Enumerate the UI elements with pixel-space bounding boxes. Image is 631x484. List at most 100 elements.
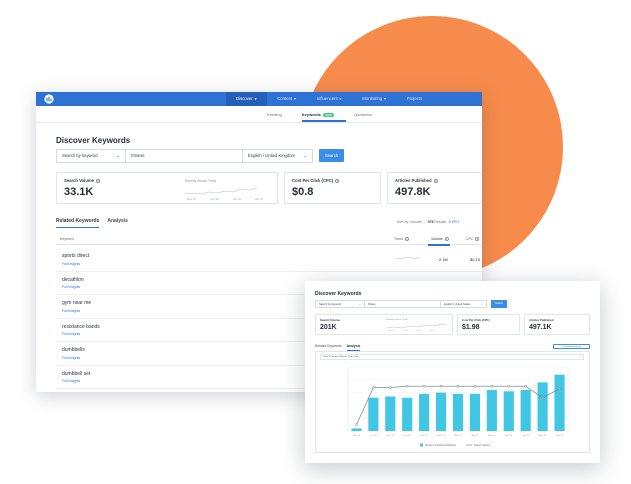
keyword-text[interactable]: resistance bands <box>62 323 100 330</box>
table-row[interactable]: gym near me Full Insights <box>56 295 482 319</box>
bar-articles <box>402 397 413 431</box>
x-tick-label: Sep '21 <box>556 435 564 437</box>
bar-articles <box>554 374 565 431</box>
trend-sparkline <box>396 256 420 260</box>
bar-articles <box>368 397 379 431</box>
tab-related-keywords[interactable]: Related Keywords <box>315 344 342 348</box>
bar-articles <box>351 428 362 431</box>
chevron-down-icon: ⌄ <box>480 303 483 306</box>
bar-articles <box>469 393 480 431</box>
column-trend[interactable]: Trend i <box>394 237 409 242</box>
tab-analysis[interactable]: Analysis <box>346 344 361 351</box>
search-button[interactable]: Search <box>491 300 507 308</box>
locale-select[interactable]: English / United States ⌄ <box>441 300 487 308</box>
full-insights-link[interactable]: Full Insights <box>62 261 81 266</box>
metric-select[interactable]: Search Volume & Articles Over Time ⌄ <box>320 354 584 360</box>
tab-trending[interactable]: Trending <box>266 111 282 117</box>
table-row[interactable]: decathlon Full Insights <box>56 272 482 295</box>
monthly-trend-sparkline <box>185 187 258 195</box>
keyword-text[interactable]: dumbbells <box>62 347 85 353</box>
nav-discover[interactable]: Discover▼ <box>226 92 268 106</box>
keyword-input[interactable]: Shoes <box>365 300 441 308</box>
column-cpc[interactable]: CPC i <box>466 237 480 242</box>
search-volume-label: Search Volume <box>64 178 94 183</box>
analysis-chart-panel: Search Volume & Articles Over Time ⌄ Sep … <box>315 351 590 453</box>
column-volume[interactable]: Volume i <box>431 237 449 242</box>
bar-articles <box>419 393 430 431</box>
tab-analysis[interactable]: Analysis <box>107 218 128 224</box>
info-icon: i <box>444 237 449 242</box>
point-search-volume <box>439 384 443 388</box>
table-row[interactable]: dumbbells Full Insights <box>56 342 482 366</box>
search-volume-value: 33.1K <box>64 186 94 198</box>
articles-value: 497.8K <box>395 186 431 198</box>
point-search-volume <box>422 384 426 388</box>
column-keyword[interactable]: Keyword <box>60 237 74 241</box>
page-title: Discover Keywords <box>315 291 362 297</box>
full-insights-link[interactable]: Full Insights <box>62 379 81 383</box>
locale-select[interactable]: English / United Kingdom ⌄ <box>243 149 313 163</box>
search-volume-value: 201K <box>320 324 337 331</box>
metric-cards: Search Volume i 33.1K Monthly Search Tre… <box>56 172 482 204</box>
page-title: Discover Keywords <box>56 136 131 145</box>
tab-questions[interactable]: Questions <box>353 111 372 117</box>
chevron-down-icon: ▼ <box>383 97 387 101</box>
info-icon: i <box>405 237 409 242</box>
chevron-down-icon: ▼ <box>293 97 297 101</box>
full-insights-link[interactable]: Full Insights <box>62 308 81 313</box>
nav-projects[interactable]: Projects <box>406 96 423 101</box>
trend-months: Apr '20 Jul '20 Oct '20 Jan '21 <box>389 330 436 332</box>
info-icon[interactable]: i <box>335 178 340 183</box>
keyword-text[interactable]: decathlon <box>62 276 84 283</box>
search-volume-card: Search Volume 201K Monthly Search Trend … <box>315 314 453 335</box>
search-mode-select[interactable]: Search by keyword ⌄ <box>315 300 365 308</box>
top-navigation-bar: Discover▼ Content▼ Influencers▼ Monitori… <box>36 92 482 106</box>
logo-icon[interactable] <box>44 94 54 104</box>
nav-influencers[interactable]: Influencers▼ <box>316 96 343 101</box>
monthly-trend-sparkline <box>386 323 446 329</box>
x-tick-label: Sep '20 <box>353 435 361 437</box>
chevron-down-icon: ⌄ <box>303 153 307 158</box>
full-insights-link[interactable]: Full Insights <box>62 355 81 360</box>
info-icon[interactable]: i <box>433 178 438 183</box>
full-insights-link[interactable]: Full Insights <box>62 285 81 289</box>
articles-value: 497.1K <box>529 324 552 331</box>
sort-and-results: Sort by: Volume ⌄ 978 Results EXPO <box>397 220 459 224</box>
export-button[interactable]: EXPO <box>449 220 459 224</box>
point-search-volume <box>524 384 527 388</box>
monthly-trend-label: Monthly Search Trend <box>185 179 217 183</box>
cpc-card: Cost Per Click (CPC) $1.98 <box>457 314 520 335</box>
bar-articles <box>385 396 396 431</box>
chevron-down-icon: ⌄ <box>579 356 581 358</box>
tab-related-keywords[interactable]: Related Keywords <box>56 218 100 228</box>
point-search-volume <box>507 384 511 388</box>
sort-select[interactable]: Sort by: Volume <box>397 220 422 224</box>
main-nav: Discover▼ Content▼ Influencers▼ Monitori… <box>226 92 432 106</box>
tab-keywords[interactable]: Keywords NEW <box>301 108 347 122</box>
keyword-input[interactable]: Fitness <box>126 149 243 163</box>
volume-articles-chart: Sep '20 Oct '20 Nov '20 Dec '20 Jan '21 Feb '… <box>347 366 569 447</box>
analysis-window: Discover Keywords Search by keyword ⌄ Sho… <box>305 281 600 463</box>
search-mode-select[interactable]: Search by keyword ⌄ <box>56 149 126 163</box>
keyword-text[interactable]: sports direct <box>62 253 90 259</box>
analysis-report-button[interactable]: Get the Analysis Report <box>553 344 590 349</box>
search-volume-card: Search Volume i 33.1K Monthly Search Tre… <box>56 172 278 204</box>
monthly-trend-label: Monthly Search Trend <box>386 319 408 321</box>
keyword-text[interactable]: gym near me <box>62 300 92 306</box>
nav-content[interactable]: Content▼ <box>277 96 297 101</box>
bar-articles <box>486 390 497 431</box>
table-row[interactable]: dumbbell set Full Insights <box>56 366 482 389</box>
chevron-down-icon: ⌄ <box>358 303 361 306</box>
point-search-volume <box>355 423 358 426</box>
x-tick-label: Oct '20 <box>370 434 378 437</box>
info-icon[interactable]: i <box>96 178 101 183</box>
keyword-text[interactable]: dumbbell set <box>62 370 91 377</box>
point-search-volume <box>405 384 409 388</box>
table-row[interactable]: sports direct Full Insights 2.4M $0.15 <box>56 248 482 272</box>
search-volume-label: Search Volume <box>320 318 340 322</box>
nav-monitoring[interactable]: Monitoring▼ <box>362 96 387 101</box>
full-insights-link[interactable]: Full Insights <box>62 332 81 336</box>
search-button[interactable]: Search <box>319 149 344 162</box>
x-tick-label: May '21 <box>488 435 496 437</box>
table-row[interactable]: resistance bands Full Insights <box>56 319 482 342</box>
